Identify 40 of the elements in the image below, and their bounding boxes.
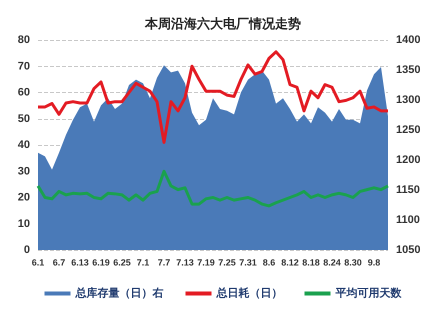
x-tick-label: 9.8 xyxy=(368,258,380,268)
y-tick-label: 70 xyxy=(18,60,30,72)
x-tick-label: 8.30 xyxy=(344,258,362,268)
x-tick-label: 6.7 xyxy=(52,258,66,268)
y2-tick-label: 1100 xyxy=(396,214,420,226)
x-tick-label: 8.18 xyxy=(302,258,320,268)
x-tick-label: 6.25 xyxy=(113,258,131,268)
y2-tick-label: 1350 xyxy=(396,64,420,76)
line-series xyxy=(36,170,390,208)
y2-tick-label: 1150 xyxy=(396,184,420,196)
x-tick-label: 8.24 xyxy=(323,258,341,268)
y2-tick-label: 1300 xyxy=(396,94,420,106)
legend-label: 平均可用天数 xyxy=(334,286,402,300)
y-tick-label: 40 xyxy=(18,139,30,151)
y-tick-label: 20 xyxy=(18,192,30,204)
y2-tick-label: 1250 xyxy=(396,124,420,136)
x-tick-label: 7.7 xyxy=(158,258,170,268)
x-tick-label: 6.1 xyxy=(32,258,44,268)
y-tick-label: 0 xyxy=(24,244,30,256)
y-tick-label: 30 xyxy=(18,165,30,178)
y-tick-label: 60 xyxy=(18,86,30,98)
y2-tick-label: 1050 xyxy=(396,244,420,256)
x-tick-label: 7.31 xyxy=(239,258,257,268)
x-tick-label: 6.19 xyxy=(92,258,110,268)
line-series xyxy=(36,50,390,144)
y2-tick-label: 1200 xyxy=(396,154,420,166)
y-tick-label: 50 xyxy=(18,112,30,125)
x-tick-label: 7.13 xyxy=(176,258,194,268)
x-tick-label: 7.25 xyxy=(218,258,236,268)
y-tick-label: 80 xyxy=(18,34,30,46)
x-tick-label: 8.6 xyxy=(262,258,276,268)
legend-label: 总库存量（日）右 xyxy=(74,286,164,300)
x-tick-label: 6.13 xyxy=(71,258,89,268)
x-tick-label: 7.19 xyxy=(197,258,215,268)
x-tick-label: 8.12 xyxy=(281,258,299,268)
chart-title: 本周沿海六大电厂情况走势 xyxy=(144,16,301,31)
y2-tick-label: 1400 xyxy=(396,34,420,46)
y-tick-label: 10 xyxy=(18,218,30,230)
x-tick-label: 7.1 xyxy=(136,258,150,268)
legend-label: 总日耗（日） xyxy=(216,286,282,300)
